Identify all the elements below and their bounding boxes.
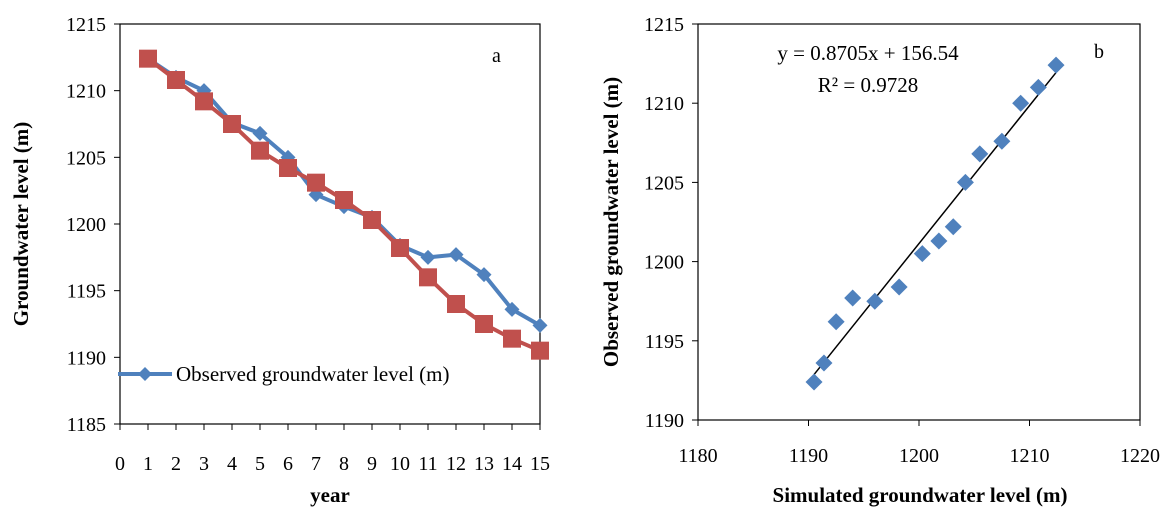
data-point-square (503, 329, 521, 348)
data-point-square (139, 49, 157, 68)
x-tick-label: 9 (367, 453, 377, 475)
x-tick-label: 5 (255, 453, 265, 475)
data-point-diamond (252, 125, 268, 141)
data-point-square (391, 239, 409, 257)
scatter-point (1012, 94, 1030, 112)
data-point-square (251, 141, 269, 160)
x-tick-label: 6 (283, 453, 293, 475)
y-tick-label: 1215 (66, 14, 106, 36)
y-tick-label: 1195 (67, 281, 106, 303)
y-tick-label: 1195 (645, 331, 684, 353)
scatter-point (944, 218, 962, 236)
data-point-square (167, 71, 185, 89)
scatter-point (1029, 78, 1047, 96)
scatter-point (815, 354, 833, 372)
panel-b: 1190 1195 1200 1205 1210 1215 1180 1190 1200 121… (599, 14, 1160, 507)
r-squared-label: R² = 0.9728 (818, 73, 918, 97)
trendline (813, 72, 1057, 376)
x-tick-label: 1220 (1120, 445, 1160, 467)
scatter-point (890, 278, 908, 296)
y-tick-label: 1210 (644, 93, 684, 115)
scatter-point (930, 232, 948, 250)
y-axis-title-a: Groundwater level (m) (9, 122, 33, 327)
x-tick-label: 2 (171, 453, 181, 475)
data-point-diamond (532, 317, 548, 333)
scatter-point (913, 245, 931, 263)
data-point-square (531, 341, 549, 360)
y-tick-label: 1200 (66, 214, 106, 236)
x-tick-label: 10 (390, 453, 410, 475)
y-tick-label: 1190 (67, 347, 106, 369)
x-tick-label: 14 (502, 453, 522, 475)
panel-label-a: a (492, 45, 501, 67)
y-tick-label: 1205 (66, 147, 106, 169)
x-tick-label: 1200 (899, 445, 939, 467)
x-tick-label: 7 (311, 453, 321, 475)
scatter-point (805, 373, 823, 391)
y-axis-title-b: Observed groundwater level (m) (599, 77, 623, 367)
y-tick-label: 1200 (644, 252, 684, 274)
scatter-point (1047, 56, 1065, 74)
data-point-square (335, 191, 353, 209)
data-point-square (279, 159, 297, 177)
x-axis-title-b: Simulated groundwater level (m) (773, 483, 1068, 507)
x-tick-label: 11 (418, 453, 437, 475)
scatter-point (993, 132, 1011, 150)
data-point-diamond (448, 247, 464, 263)
x-tick-label: 0 (115, 453, 125, 475)
y-tick-label: 1185 (67, 414, 106, 436)
x-tick-label: 3 (199, 453, 209, 475)
x-tick-label: 13 (474, 453, 494, 475)
y-tick-label: 1205 (644, 172, 684, 194)
plot-area-b (697, 23, 1141, 421)
scatter-point (827, 313, 845, 331)
data-point-square (475, 315, 493, 333)
data-point-square (447, 295, 465, 313)
x-tick-label: 12 (446, 453, 466, 475)
scatter-point (956, 173, 974, 191)
legend-a: Observed groundwater level (m) (118, 362, 449, 386)
y-tick-label: 1215 (644, 14, 684, 36)
x-tick-label: 4 (227, 453, 237, 475)
data-point-diamond (476, 267, 492, 283)
scatter-point (971, 145, 989, 163)
x-axis-title-a: year (310, 483, 350, 507)
scatter-point (844, 289, 862, 307)
data-point-diamond (504, 301, 520, 317)
x-tick-label: 1210 (1010, 445, 1050, 467)
x-tick-label: 1180 (678, 445, 717, 467)
data-point-square (223, 115, 241, 133)
data-point-square (195, 92, 213, 111)
data-point-diamond (420, 249, 436, 265)
data-point-square (307, 173, 325, 192)
data-point-square (419, 268, 437, 287)
legend-text: Observed groundwater level (m) (176, 362, 449, 386)
trendline-equation: y = 0.8705x + 156.54 (777, 41, 959, 65)
y-tick-label: 1190 (645, 410, 684, 432)
y-tick-label: 1210 (66, 81, 106, 103)
x-tick-label: 15 (530, 453, 550, 475)
panel-label-b: b (1094, 41, 1104, 63)
legend-marker-diamond (138, 367, 152, 381)
x-tick-label: 8 (339, 453, 349, 475)
scatter-point (866, 292, 884, 310)
x-tick-label: 1 (143, 453, 153, 475)
data-point-square (363, 211, 381, 229)
x-tick-label: 1190 (789, 445, 828, 467)
